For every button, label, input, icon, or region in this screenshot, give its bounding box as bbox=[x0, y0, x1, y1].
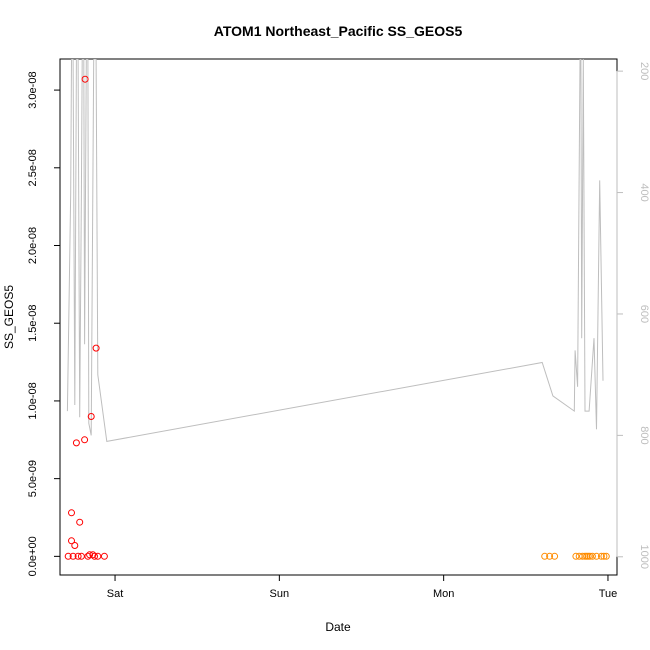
data-point bbox=[597, 552, 605, 560]
data-point bbox=[81, 75, 89, 83]
y2-tick-label: 200 bbox=[638, 62, 650, 80]
data-point bbox=[86, 551, 94, 559]
data-point bbox=[94, 552, 102, 560]
data-point bbox=[593, 552, 600, 560]
series-line bbox=[66, 59, 604, 442]
data-point bbox=[84, 552, 92, 560]
data-point bbox=[541, 552, 549, 560]
data-point bbox=[91, 552, 98, 560]
y2-tick-label: 400 bbox=[638, 183, 650, 201]
data-point bbox=[588, 552, 596, 560]
data-point bbox=[81, 436, 89, 444]
data-point bbox=[76, 518, 84, 526]
y-tick-label: 3.0e-08 bbox=[27, 71, 39, 108]
data-point bbox=[69, 552, 77, 560]
data-point bbox=[68, 537, 75, 545]
data-point bbox=[89, 551, 97, 559]
y-tick-label: 2.0e-08 bbox=[27, 227, 39, 264]
x-tick-label: Sun bbox=[270, 588, 290, 600]
data-point bbox=[71, 542, 79, 549]
data-point bbox=[600, 552, 608, 560]
data-point bbox=[87, 413, 95, 420]
data-point bbox=[551, 552, 559, 560]
x-axis-label: Date bbox=[325, 620, 351, 634]
data-point bbox=[602, 552, 610, 560]
plot-frame bbox=[59, 58, 618, 576]
y2-tick-label: 1000 bbox=[638, 545, 650, 569]
y-axis-label: SS_GEOS5 bbox=[2, 285, 16, 349]
x-tick-label: Mon bbox=[433, 588, 454, 600]
chart-title: ATOM1 Northeast_Pacific SS_GEOS5 bbox=[214, 23, 463, 39]
data-point bbox=[68, 509, 75, 517]
y2-series-layer bbox=[66, 59, 604, 442]
y-tick-label: 1.5e-08 bbox=[27, 305, 39, 342]
points-layer bbox=[64, 75, 610, 560]
y-tick-label: 1.0e-08 bbox=[27, 382, 39, 419]
x-tick-label: Tue bbox=[599, 588, 618, 600]
axes-layer: Sat Sun Mon Tue 0.0e+00 5.0e-09 1.0e-08 1.5e-08… bbox=[27, 62, 650, 600]
data-point bbox=[586, 552, 594, 560]
data-point bbox=[64, 552, 72, 560]
x-tick-label: Sat bbox=[107, 588, 124, 600]
data-point bbox=[72, 439, 80, 447]
y-tick-label: 2.5e-08 bbox=[27, 149, 39, 186]
y-tick-label: 5.0e-09 bbox=[27, 460, 39, 497]
y-tick-label: 0.0e+00 bbox=[27, 536, 39, 576]
y2-tick-label: 800 bbox=[638, 426, 650, 444]
data-point bbox=[92, 344, 100, 352]
data-point bbox=[100, 552, 108, 560]
data-point bbox=[74, 552, 82, 560]
y2-tick-label: 600 bbox=[638, 305, 650, 323]
data-point bbox=[546, 552, 554, 560]
data-point bbox=[572, 552, 580, 560]
